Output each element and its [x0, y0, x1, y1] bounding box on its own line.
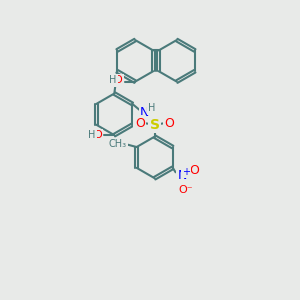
- Text: O: O: [135, 117, 145, 130]
- Text: N: N: [140, 106, 149, 119]
- Text: O: O: [165, 117, 174, 130]
- Text: +: +: [182, 167, 190, 177]
- Text: S: S: [150, 118, 160, 132]
- Text: O: O: [114, 76, 123, 85]
- Text: O: O: [93, 130, 102, 140]
- Text: H: H: [88, 130, 96, 140]
- Text: O: O: [189, 164, 199, 177]
- Text: H: H: [148, 103, 155, 113]
- Text: N: N: [178, 169, 187, 182]
- Text: CH₃: CH₃: [109, 139, 127, 149]
- Text: O⁻: O⁻: [179, 184, 193, 194]
- Text: H: H: [109, 76, 116, 85]
